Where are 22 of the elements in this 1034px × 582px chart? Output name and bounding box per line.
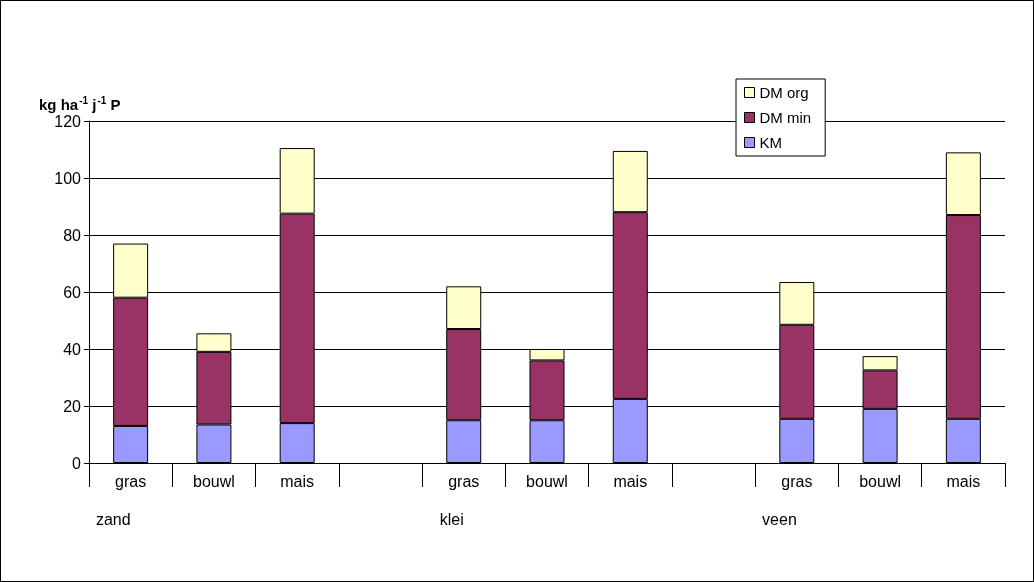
x-tick-label: gras bbox=[448, 472, 480, 490]
x-tick-label: gras bbox=[781, 472, 813, 490]
x-tick-label: gras bbox=[115, 472, 147, 490]
x-tick-label: mais bbox=[613, 472, 648, 490]
x-tick-label: bouwl bbox=[859, 472, 901, 490]
text: veen bbox=[762, 510, 797, 528]
y-tick-label: 60 bbox=[63, 283, 82, 301]
legend-label: DM org bbox=[759, 84, 809, 101]
x-tick-label: bouwl bbox=[526, 472, 568, 490]
legend-label: KM bbox=[759, 134, 782, 151]
x-tick-label: mais bbox=[280, 472, 315, 490]
y-tick-label: 40 bbox=[63, 340, 82, 358]
text: zand bbox=[95, 510, 131, 528]
y-tick-label: 120 bbox=[54, 112, 82, 130]
x-tick-label: bouwl bbox=[193, 472, 235, 490]
x-tick-label: mais bbox=[946, 472, 981, 490]
y-tick-label: 0 bbox=[72, 454, 82, 472]
y-tick-label: 20 bbox=[63, 397, 82, 415]
y-tick-label: 100 bbox=[54, 169, 82, 187]
y-tick-label: 80 bbox=[63, 226, 82, 244]
legend-label: DM min bbox=[759, 109, 812, 126]
text: klei bbox=[439, 510, 464, 528]
